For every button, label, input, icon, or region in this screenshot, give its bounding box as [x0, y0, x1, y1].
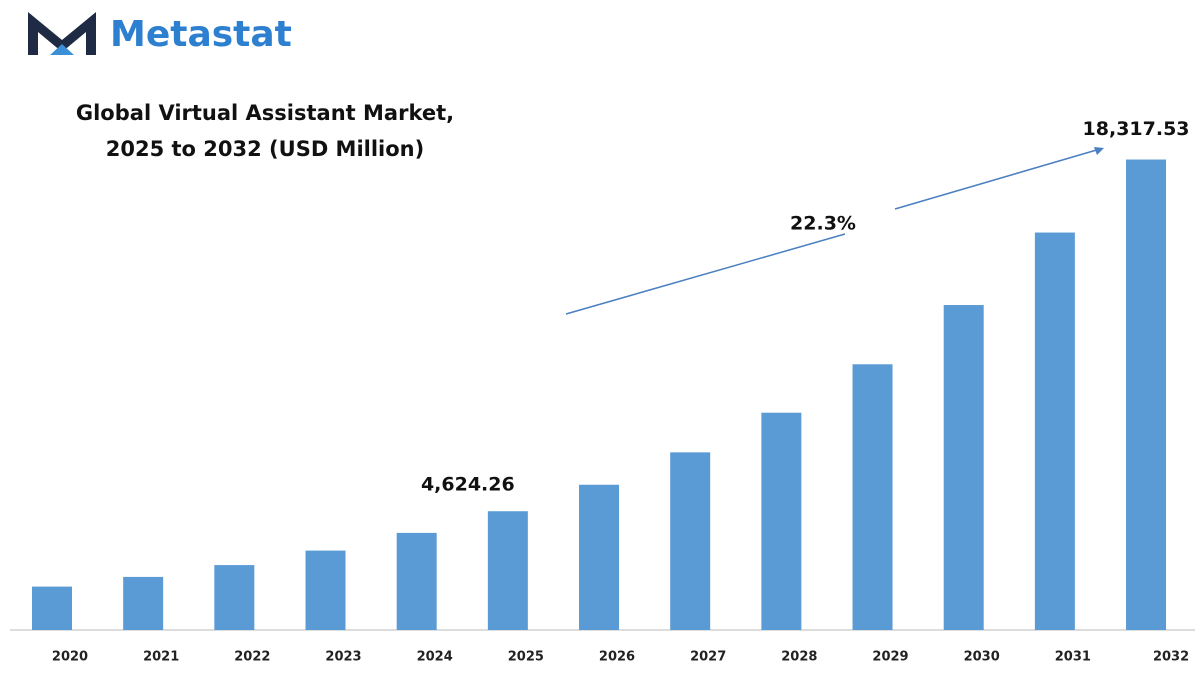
x-tick-label: 2025	[508, 650, 544, 665]
x-tick-label: 2031	[1055, 650, 1091, 665]
x-tick-label: 2030	[964, 650, 1000, 665]
x-tick-label: 2020	[52, 650, 88, 665]
growth-arrow	[565, 147, 1104, 315]
x-tick-label: 2021	[143, 650, 179, 665]
x-tick-label: 2029	[872, 650, 908, 665]
x-tick-label: 2024	[417, 650, 453, 665]
bar	[579, 484, 620, 630]
x-tick-label: 2027	[690, 650, 726, 665]
bar	[123, 576, 164, 630]
bar	[396, 532, 437, 630]
bar	[670, 452, 711, 630]
bar	[487, 511, 528, 630]
x-tick-label: 2028	[781, 650, 817, 665]
cagr-label: 22.3%	[790, 213, 856, 235]
logo-icon	[28, 12, 96, 55]
chart-title: 2025 to 2032 (USD Million)	[106, 137, 424, 161]
bar	[1126, 159, 1167, 631]
bar	[1034, 232, 1075, 630]
bar	[943, 305, 984, 630]
brand: Metastat	[110, 14, 292, 55]
chart-title: Global Virtual Assistant Market,	[76, 101, 454, 125]
x-tick-label: 2026	[599, 650, 635, 665]
x-tick-label: 2032	[1153, 650, 1189, 665]
x-tick-label: 2022	[234, 650, 270, 665]
x-tick-label: 2023	[325, 650, 361, 665]
value-label: 4,624.26	[421, 474, 515, 496]
bar	[214, 565, 255, 630]
bar	[852, 364, 893, 630]
bar	[32, 586, 72, 630]
bar	[761, 412, 802, 630]
value-label: 18,317.53	[1083, 118, 1190, 140]
bar	[305, 550, 346, 630]
